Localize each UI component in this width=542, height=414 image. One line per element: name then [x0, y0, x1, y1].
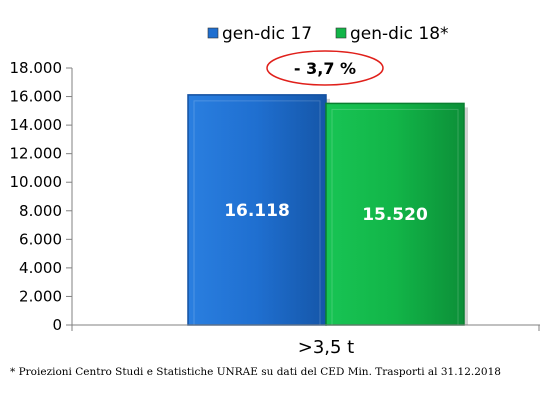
annotation-ellipse	[266, 50, 384, 86]
x-axis: >3,5 t	[71, 324, 540, 358]
y-tick-label: 18.000	[10, 59, 63, 77]
change-annotation: - 3,7 %	[266, 50, 384, 86]
y-tick-label: 16.000	[10, 88, 63, 106]
bar-data-label: 15.520	[362, 205, 428, 225]
bar-chart: gen-dic 17 gen-dic 18* 0 2.000 4.000 6.000 8.…	[10, 24, 540, 358]
y-tick-label: 6.000	[19, 230, 62, 248]
bar-data-label: 16.118	[224, 201, 290, 221]
footnote: * Proiezioni Centro Studi e Statistiche …	[10, 366, 501, 378]
bars: 16.118 15.520	[187, 94, 468, 326]
y-tick-label: 2.000	[19, 287, 62, 305]
y-tick-label: 4.000	[19, 259, 62, 277]
legend: gen-dic 17 gen-dic 18*	[207, 24, 449, 44]
legend-label: gen-dic 17	[222, 24, 312, 44]
y-axis: 0 2.000 4.000 6.000 8.000 10.000 12.000 14.000 1…	[10, 59, 73, 334]
legend-swatch	[207, 27, 219, 39]
y-tick-label: 0	[52, 316, 62, 334]
category-label: >3,5 t	[298, 337, 355, 358]
y-tick-label: 12.000	[10, 145, 63, 163]
legend-swatch	[335, 27, 347, 39]
y-tick-label: 14.000	[10, 116, 63, 134]
annotation-label: - 3,7 %	[294, 59, 356, 78]
y-tick-label: 8.000	[19, 202, 62, 220]
legend-label: gen-dic 18*	[350, 24, 449, 44]
bar	[325, 102, 465, 326]
y-tick-label: 10.000	[10, 173, 63, 191]
